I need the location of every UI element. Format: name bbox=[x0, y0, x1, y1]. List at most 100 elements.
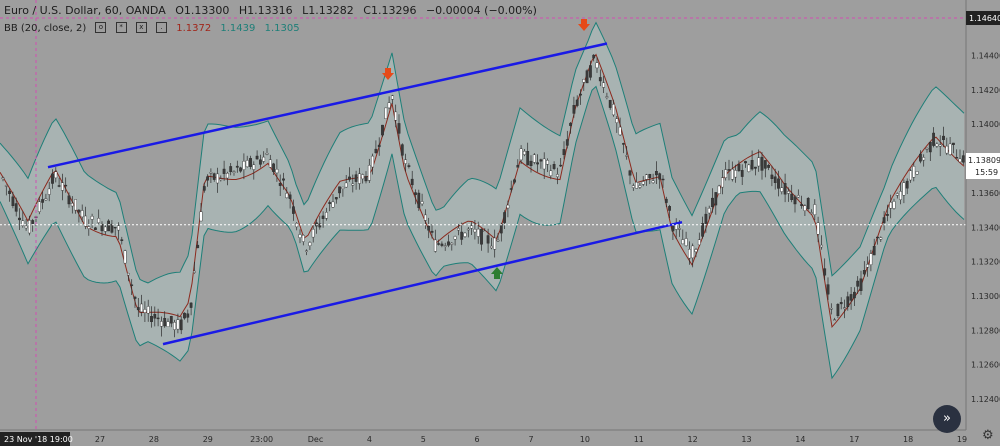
candle-body bbox=[278, 182, 282, 186]
candle-body bbox=[915, 171, 919, 175]
candle-body bbox=[54, 171, 58, 179]
candle-body bbox=[348, 176, 351, 180]
candle-body bbox=[305, 250, 308, 253]
close-icon[interactable]: x bbox=[135, 22, 147, 33]
candle-body bbox=[133, 296, 137, 299]
candle-body bbox=[595, 62, 599, 69]
candle-body bbox=[463, 232, 467, 237]
price-tick-label: 1.12600 bbox=[971, 361, 1000, 370]
candle-body bbox=[430, 230, 434, 233]
candle-body bbox=[757, 157, 761, 167]
trend-channel bbox=[47, 42, 683, 346]
visibility-icon[interactable]: o bbox=[95, 22, 107, 33]
candle-body bbox=[457, 228, 460, 231]
candle-body bbox=[697, 239, 701, 246]
candle-body bbox=[242, 160, 246, 170]
band-upper-line bbox=[0, 21, 965, 284]
candle-body bbox=[813, 204, 817, 216]
candle-body bbox=[859, 278, 863, 291]
candle-body bbox=[691, 245, 695, 259]
more-icon[interactable]: . bbox=[156, 22, 168, 33]
candle-body bbox=[549, 170, 553, 176]
svg-text:23 Nov '18 19:00: 23 Nov '18 19:00 bbox=[4, 435, 73, 444]
indicator-name[interactable]: BB (20, close, 2) bbox=[4, 22, 87, 34]
candle-body bbox=[744, 161, 747, 164]
candle-body bbox=[935, 143, 939, 147]
candle-body bbox=[341, 186, 345, 189]
candle-body bbox=[496, 239, 500, 242]
price-axis: 1.146001.144001.142001.140001.138001.136… bbox=[965, 0, 1000, 446]
candle-body bbox=[301, 234, 305, 242]
candle-body bbox=[87, 226, 91, 229]
candle-body bbox=[173, 322, 176, 330]
candle-body bbox=[239, 167, 242, 172]
candle-body bbox=[727, 169, 731, 171]
gear-icon[interactable]: ⚙ bbox=[982, 428, 994, 443]
candle-body bbox=[876, 236, 879, 239]
candle-body bbox=[717, 185, 721, 195]
candle-body bbox=[853, 291, 856, 299]
candle-body bbox=[872, 245, 876, 256]
open-value: O1.13300 bbox=[175, 4, 230, 17]
candle-body bbox=[763, 160, 767, 169]
channel-upper-line[interactable] bbox=[47, 42, 608, 169]
candle-body bbox=[671, 225, 675, 232]
arrow-up-icon[interactable] bbox=[491, 267, 503, 279]
candle-body bbox=[796, 195, 800, 198]
time-tick-label: 23:00 bbox=[250, 435, 273, 444]
symbol-title[interactable]: Euro / U.S. Dollar, 60, OANDA bbox=[4, 4, 166, 17]
candle-body bbox=[450, 242, 454, 245]
arrow-down-icon[interactable] bbox=[578, 19, 590, 31]
candle-body bbox=[526, 150, 530, 166]
candle-body bbox=[932, 132, 936, 146]
candle-body bbox=[265, 152, 269, 155]
candle-body bbox=[344, 182, 348, 188]
candle-body bbox=[486, 235, 490, 244]
candle-body bbox=[397, 123, 401, 134]
candle-body bbox=[245, 160, 249, 167]
candle-body bbox=[176, 319, 180, 330]
candle-body bbox=[282, 178, 285, 181]
candle-body bbox=[499, 223, 503, 234]
candle-body bbox=[909, 170, 912, 181]
candle-body bbox=[899, 191, 903, 200]
candle-body bbox=[592, 54, 596, 59]
signal-arrows bbox=[382, 19, 590, 279]
candle-body bbox=[862, 270, 866, 275]
candle-body bbox=[252, 164, 256, 170]
arrow-down-icon[interactable] bbox=[382, 68, 394, 80]
candle-body bbox=[829, 308, 833, 310]
candle-body bbox=[473, 229, 477, 233]
candle-body bbox=[183, 312, 186, 319]
channel-lower-line[interactable] bbox=[162, 220, 683, 346]
candle-body bbox=[767, 164, 771, 168]
scroll-to-realtime-button[interactable]: » bbox=[933, 405, 961, 433]
candle-body bbox=[120, 239, 124, 242]
candle-body bbox=[209, 172, 213, 174]
candle-body bbox=[37, 201, 41, 213]
candle-body bbox=[374, 148, 378, 154]
candle-body bbox=[721, 177, 724, 188]
candle-body bbox=[866, 264, 870, 268]
candle-body bbox=[311, 229, 315, 238]
candle-body bbox=[321, 215, 325, 219]
candle-body bbox=[64, 184, 68, 187]
candle-body bbox=[163, 318, 167, 327]
candle-body bbox=[846, 296, 850, 308]
settings-icon[interactable]: * bbox=[115, 22, 127, 33]
candle-body bbox=[810, 212, 813, 214]
candle-body bbox=[882, 217, 886, 223]
candle-body bbox=[153, 314, 157, 319]
bb-basis-value: 1.1372 bbox=[176, 22, 212, 34]
candle-body bbox=[928, 141, 932, 153]
candle-body bbox=[694, 249, 698, 252]
candle-body bbox=[476, 228, 480, 237]
candle-body bbox=[292, 206, 295, 214]
candle-body bbox=[938, 144, 942, 147]
candle-body bbox=[146, 306, 150, 314]
candle-body bbox=[582, 78, 586, 83]
candle-body bbox=[754, 166, 757, 169]
candle-body bbox=[225, 172, 229, 179]
candle-body bbox=[648, 173, 652, 178]
